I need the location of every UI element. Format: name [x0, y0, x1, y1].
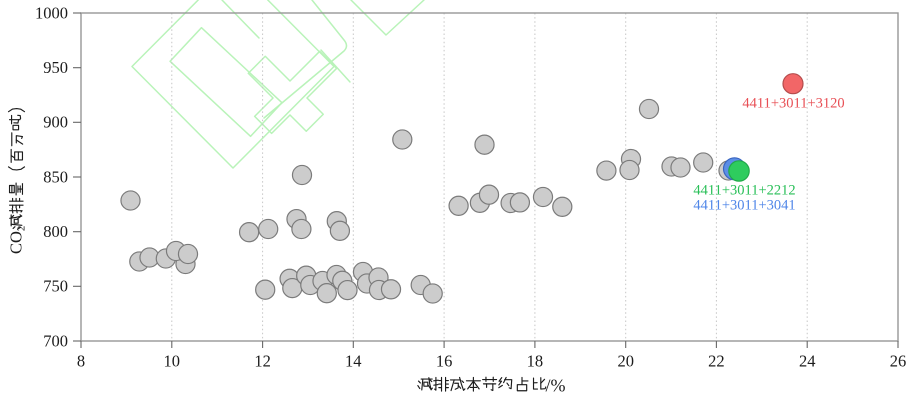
- svg-text:1000: 1000: [35, 3, 68, 22]
- svg-text:16: 16: [436, 352, 453, 371]
- svg-text:18: 18: [527, 352, 544, 371]
- svg-text:10: 10: [164, 352, 181, 371]
- svg-text:14: 14: [345, 352, 362, 371]
- svg-text:900: 900: [43, 113, 68, 132]
- svg-text:850: 850: [43, 167, 68, 186]
- svg-text:950: 950: [43, 58, 68, 77]
- svg-text:/%: /%: [546, 376, 566, 396]
- svg-text:24: 24: [799, 352, 816, 371]
- svg-text:700: 700: [43, 331, 68, 350]
- svg-text:4411+3011+3120: 4411+3011+3120: [742, 96, 844, 112]
- svg-text:26: 26: [890, 352, 907, 371]
- svg-text:4411+3011+2212: 4411+3011+2212: [693, 183, 795, 199]
- svg-text:CO2: CO2: [7, 226, 28, 254]
- svg-text:4411+3011+3041: 4411+3011+3041: [693, 198, 795, 214]
- svg-text:20: 20: [617, 352, 634, 371]
- svg-text:12: 12: [254, 352, 271, 371]
- svg-text:22: 22: [708, 352, 725, 371]
- svg-text:750: 750: [43, 277, 68, 296]
- svg-text:800: 800: [43, 222, 68, 241]
- svg-text:8: 8: [77, 352, 85, 371]
